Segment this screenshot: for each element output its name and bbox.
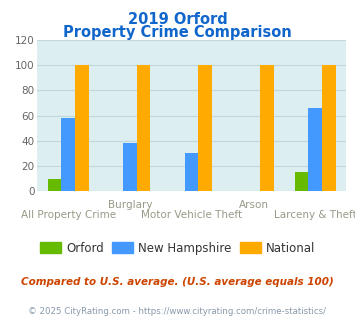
Text: © 2025 CityRating.com - https://www.cityrating.com/crime-statistics/: © 2025 CityRating.com - https://www.city… — [28, 307, 327, 315]
Bar — [123, 143, 137, 191]
Bar — [308, 108, 322, 191]
Text: Arson: Arson — [239, 200, 268, 210]
Bar — [198, 65, 212, 191]
Legend: Orford, New Hampshire, National: Orford, New Hampshire, National — [35, 237, 320, 259]
Bar — [322, 65, 335, 191]
Text: Motor Vehicle Theft: Motor Vehicle Theft — [141, 210, 242, 219]
Text: Larceny & Theft: Larceny & Theft — [274, 210, 355, 219]
Bar — [260, 65, 274, 191]
Bar — [48, 179, 61, 191]
Bar — [295, 172, 308, 191]
Text: All Property Crime: All Property Crime — [21, 210, 116, 219]
Bar — [61, 118, 75, 191]
Bar — [75, 65, 88, 191]
Text: Property Crime Comparison: Property Crime Comparison — [63, 25, 292, 40]
Bar — [185, 153, 198, 191]
Text: 2019 Orford: 2019 Orford — [128, 12, 227, 26]
Text: Burglary: Burglary — [108, 200, 152, 210]
Bar — [137, 65, 150, 191]
Text: Compared to U.S. average. (U.S. average equals 100): Compared to U.S. average. (U.S. average … — [21, 278, 334, 287]
